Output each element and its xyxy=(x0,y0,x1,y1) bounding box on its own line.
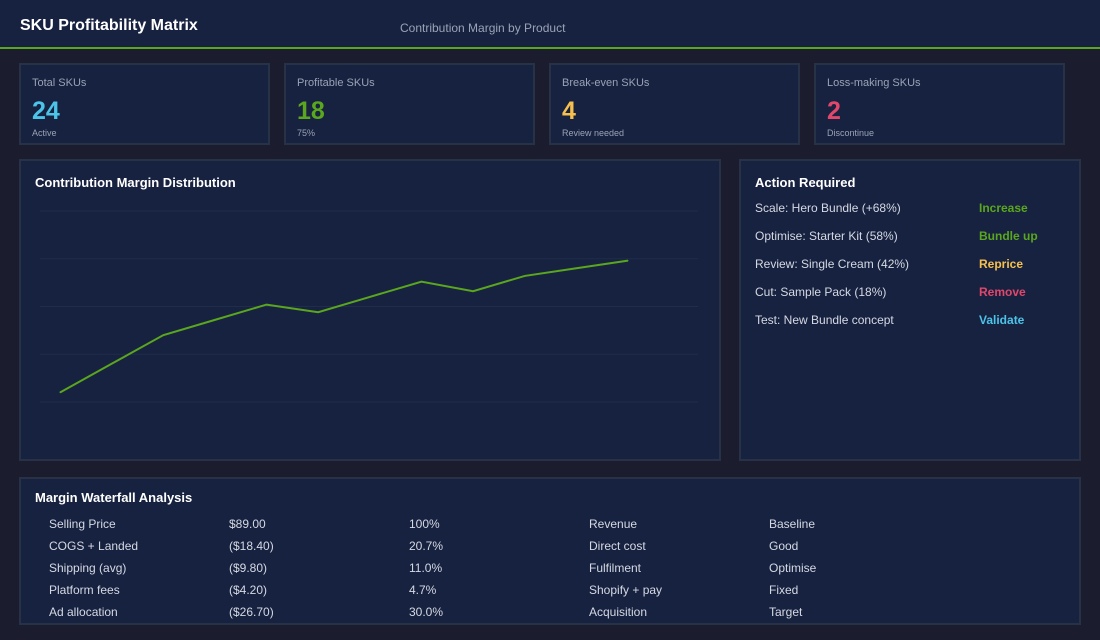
data-point xyxy=(162,334,164,336)
cell-amount: ($4.20) xyxy=(229,583,268,597)
cell-category: Acquisition xyxy=(589,605,648,619)
kpi-value: 18 xyxy=(297,97,325,125)
cell-amount: $89.00 xyxy=(229,517,266,531)
kpi-value: 24 xyxy=(32,97,60,125)
cell-status: Optimise xyxy=(769,561,817,575)
cell-amount: ($26.70) xyxy=(229,605,274,619)
page-subtitle: Contribution Margin by Product xyxy=(400,21,566,35)
action-text: Optimise: Starter Kit (58%) xyxy=(755,229,898,243)
data-point xyxy=(472,290,474,292)
data-point xyxy=(214,319,216,321)
kpi-label: Total SKUs xyxy=(32,77,87,89)
chart-title: Contribution Margin Distribution xyxy=(35,175,236,190)
kpi-value: 4 xyxy=(562,97,576,125)
kpi-value: 2 xyxy=(827,97,841,125)
cell-percent: 30.0% xyxy=(409,605,444,619)
cell-item-name: Shipping (avg) xyxy=(49,561,127,575)
action-text: Scale: Hero Bundle (+68%) xyxy=(755,201,901,215)
action-item: Scale: Hero Bundle (+68%) Increase xyxy=(755,201,1065,215)
cell-status: Baseline xyxy=(769,517,816,531)
action-item: Optimise: Starter Kit (58%) Bundle up xyxy=(755,229,1065,243)
action-text: Cut: Sample Pack (18%) xyxy=(755,285,887,299)
action-label[interactable]: Validate xyxy=(979,313,1025,327)
cell-item-name: COGS + Landed xyxy=(49,539,139,553)
data-point xyxy=(266,304,268,306)
kpi-sub: Active xyxy=(32,128,57,138)
action-item: Cut: Sample Pack (18%) Remove xyxy=(755,285,1065,299)
table-row: Platform fees ($4.20) 4.7% Shopify + pay Fix… xyxy=(49,583,1049,599)
action-item: Test: New Bundle concept Validate xyxy=(755,313,1065,327)
data-point xyxy=(59,391,61,393)
kpi-sub: 75% xyxy=(297,128,316,138)
cell-item-name: Platform fees xyxy=(49,583,120,597)
data-point xyxy=(627,260,629,262)
table-row: COGS + Landed ($18.40) 20.7% Direct cost Goo… xyxy=(49,539,1049,555)
table-row: Shipping (avg) ($9.80) 11.0% Fulfilment Opti… xyxy=(49,561,1049,577)
kpi-label: Profitable SKUs xyxy=(297,77,375,89)
waterfall-title: Margin Waterfall Analysis xyxy=(35,490,193,505)
kpi-card: Break-even SKUs 4 Review needed xyxy=(549,63,800,145)
cell-percent: 4.7% xyxy=(409,583,437,597)
page-title: SKU Profitability Matrix xyxy=(20,17,198,34)
header: SKU Profitability Matrix Contribution Ma… xyxy=(0,0,1100,49)
action-label[interactable]: Increase xyxy=(979,201,1028,215)
cell-item-name: Selling Price xyxy=(49,517,116,531)
cell-category: Direct cost xyxy=(589,539,646,553)
cell-category: Revenue xyxy=(589,517,638,531)
data-point xyxy=(111,363,113,365)
kpi-card: Total SKUs 24 Active xyxy=(19,63,270,145)
kpi-card: Profitable SKUs 18 75% xyxy=(284,63,535,145)
action-label[interactable]: Remove xyxy=(979,285,1026,299)
data-point xyxy=(575,267,577,269)
cell-category: Fulfilment xyxy=(589,561,642,575)
action-text: Review: Single Cream (42%) xyxy=(755,257,910,271)
cell-status: Good xyxy=(769,539,799,553)
cell-amount: ($18.40) xyxy=(229,539,274,553)
table-row: Ad allocation ($26.70) 30.0% Acquisition Tar… xyxy=(49,605,1049,621)
chart-panel: Contribution Margin Distribution xyxy=(19,159,721,461)
line-chart xyxy=(40,210,698,403)
action-title: Action Required xyxy=(755,175,856,190)
cell-amount: ($9.80) xyxy=(229,561,268,575)
table-row: Selling Price $89.00 100% Revenue Baseline xyxy=(49,517,1049,533)
action-label[interactable]: Bundle up xyxy=(979,229,1038,243)
data-point xyxy=(420,281,422,283)
action-label[interactable]: Reprice xyxy=(979,257,1024,271)
data-point xyxy=(317,311,319,313)
action-text: Test: New Bundle concept xyxy=(755,313,894,327)
series-line xyxy=(59,259,629,394)
data-point xyxy=(369,296,371,298)
cell-percent: 20.7% xyxy=(409,539,444,553)
waterfall-panel: Margin Waterfall Analysis Selling Price $… xyxy=(19,477,1081,625)
kpi-sub: Discontinue xyxy=(827,128,875,138)
cell-status: Target xyxy=(769,605,803,619)
kpi-card: Loss-making SKUs 2 Discontinue xyxy=(814,63,1065,145)
cell-item-name: Ad allocation xyxy=(49,605,118,619)
data-point xyxy=(524,275,526,277)
kpi-label: Loss-making SKUs xyxy=(827,77,921,89)
cell-status: Fixed xyxy=(769,583,799,597)
cell-percent: 100% xyxy=(409,517,440,531)
action-panel: Action Required Scale: Hero Bundle (+68%… xyxy=(739,159,1081,461)
cell-category: Shopify + pay xyxy=(589,583,663,597)
action-item: Review: Single Cream (42%) Reprice xyxy=(755,257,1065,271)
kpi-label: Break-even SKUs xyxy=(562,77,650,89)
kpi-sub: Review needed xyxy=(562,128,625,138)
cell-percent: 11.0% xyxy=(409,561,443,575)
